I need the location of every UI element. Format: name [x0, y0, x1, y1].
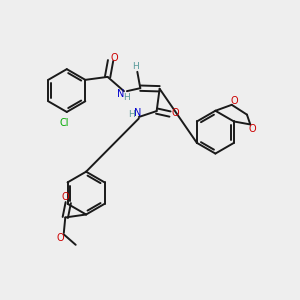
Text: H: H [124, 93, 130, 102]
Text: O: O [230, 96, 238, 106]
Text: N: N [134, 108, 141, 118]
Text: O: O [172, 108, 179, 118]
Text: N: N [117, 88, 124, 98]
Text: H: H [128, 110, 135, 119]
Text: O: O [249, 124, 256, 134]
Text: Cl: Cl [59, 118, 69, 128]
Text: O: O [56, 233, 64, 243]
Text: O: O [110, 52, 118, 63]
Text: O: O [61, 192, 69, 202]
Text: H: H [133, 62, 139, 71]
